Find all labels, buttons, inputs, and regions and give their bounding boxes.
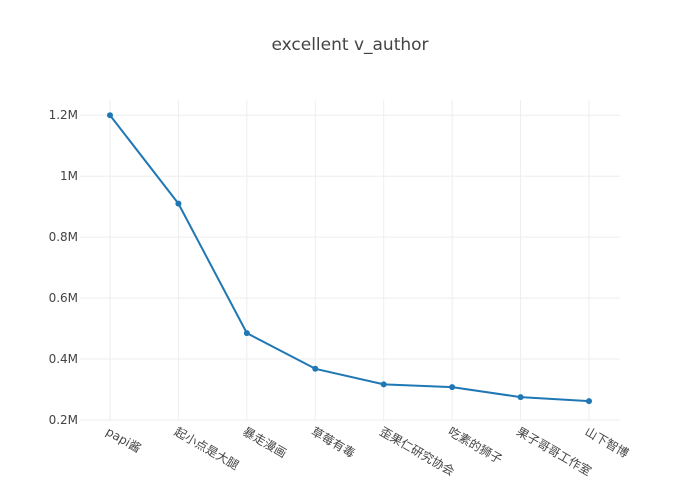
series-layer — [107, 112, 592, 405]
y-tick-label: 1M — [60, 169, 78, 183]
chart-title: excellent v_author — [271, 35, 428, 55]
axis-layer: 0.2M 0.4M 0.6M 0.8M 1M 1.2M papi酱 起小点是大腿 暴走漫画 草莓有… — [49, 108, 632, 478]
x-tick-label: 草莓有毒 — [309, 424, 358, 460]
x-tick-label: papi酱 — [104, 424, 144, 456]
y-tick-label: 1.2M — [49, 108, 78, 122]
x-tick-label: 吃素的狮子 — [446, 424, 505, 467]
data-point[interactable] — [380, 381, 387, 388]
data-point[interactable] — [517, 394, 524, 401]
data-point[interactable] — [449, 384, 456, 391]
y-tick-label: 0.4M — [49, 352, 78, 366]
data-point[interactable] — [312, 365, 319, 372]
y-tick-label: 0.8M — [49, 230, 78, 244]
x-tick-label: 果子哥哥工作室 — [514, 424, 594, 479]
grid-layer — [80, 100, 620, 421]
x-tick-label: 暴走漫画 — [240, 424, 289, 460]
x-tick-label: 山下智博 — [583, 424, 632, 461]
data-point[interactable] — [175, 200, 182, 207]
y-tick-label: 0.6M — [49, 291, 78, 305]
series-line — [109, 114, 590, 403]
y-tick-label: 0.2M — [49, 413, 78, 427]
data-point[interactable] — [243, 330, 250, 337]
x-tick-label: 歪果仁研究协会 — [377, 424, 457, 479]
x-tick-label: 起小点是大腿 — [172, 424, 241, 472]
data-point[interactable] — [107, 112, 113, 119]
data-point[interactable] — [586, 398, 592, 405]
